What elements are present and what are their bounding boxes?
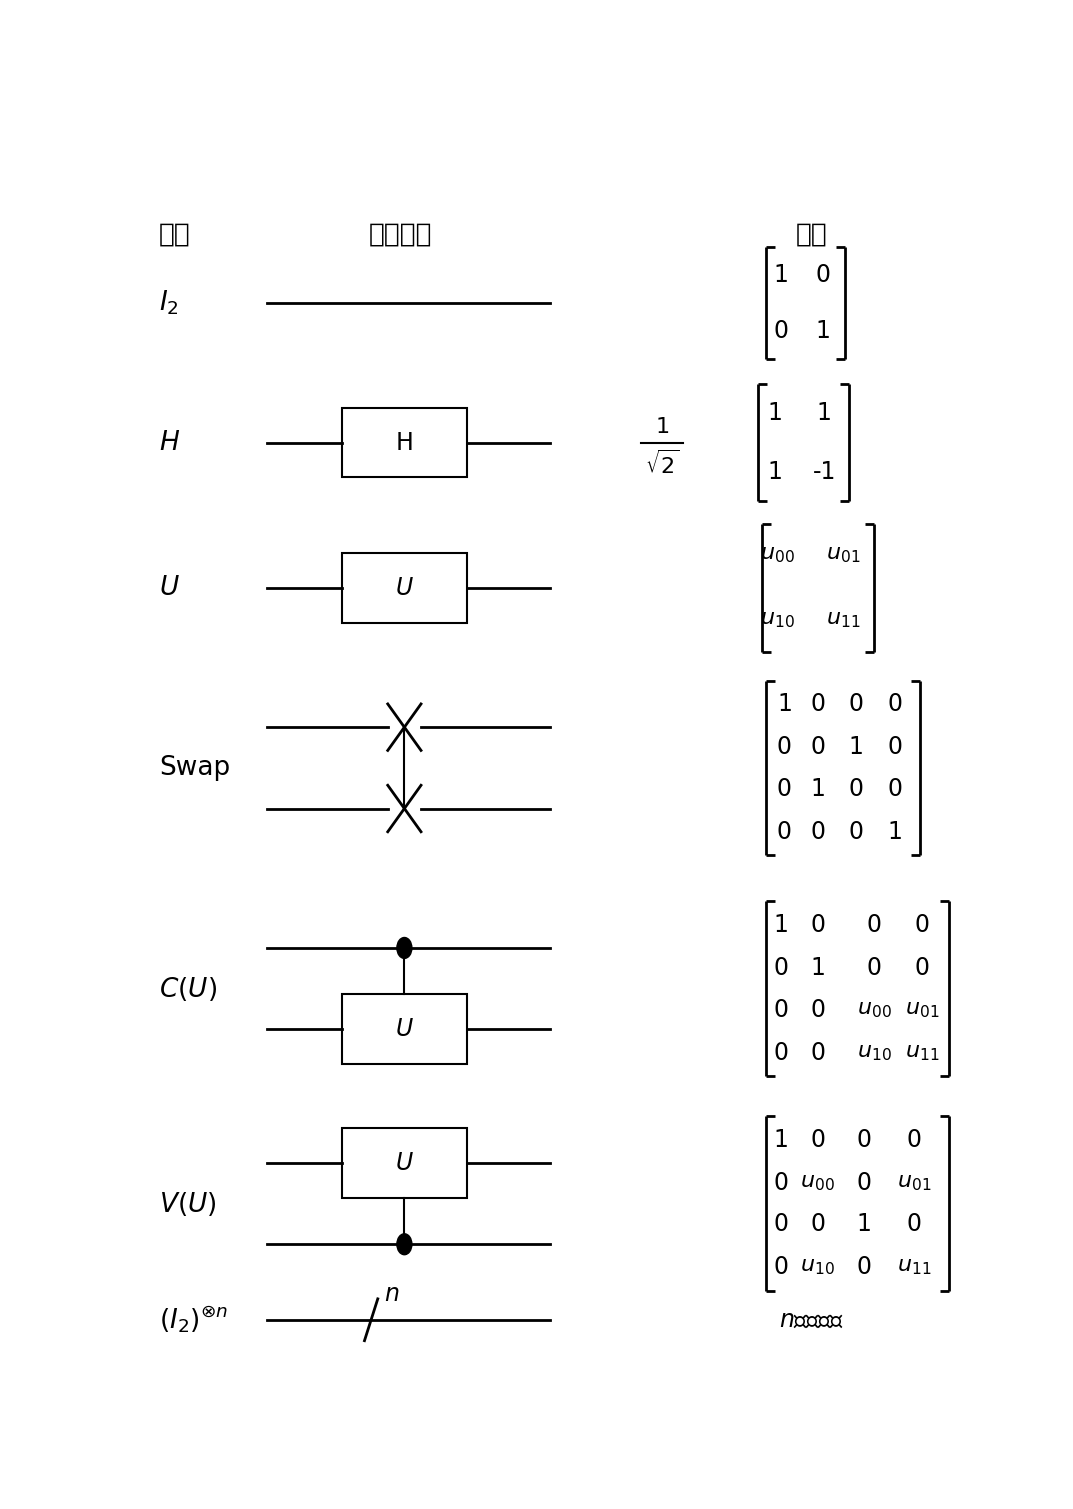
Text: 0: 0: [907, 1213, 922, 1236]
FancyBboxPatch shape: [342, 1129, 467, 1198]
Text: 0: 0: [810, 693, 825, 715]
Text: 0: 0: [774, 997, 789, 1022]
Text: $u_{00}$: $u_{00}$: [800, 1172, 835, 1192]
Text: 0: 0: [815, 263, 831, 287]
Text: $I_2$: $I_2$: [159, 288, 179, 317]
FancyBboxPatch shape: [342, 552, 467, 623]
Text: 0: 0: [810, 997, 825, 1022]
Text: 0: 0: [849, 819, 864, 844]
Text: 1: 1: [767, 460, 782, 483]
Text: 0: 0: [777, 777, 792, 801]
Text: $1$: $1$: [656, 418, 670, 438]
Text: 0: 0: [887, 693, 902, 715]
Text: 0: 0: [774, 1171, 789, 1195]
Text: 0: 0: [856, 1255, 871, 1280]
Text: 0: 0: [849, 777, 864, 801]
Text: 0: 0: [810, 819, 825, 844]
Text: $u_{11}$: $u_{11}$: [826, 610, 861, 631]
Text: $U$: $U$: [395, 576, 414, 599]
Text: 0: 0: [867, 913, 882, 937]
Text: 0: 0: [774, 318, 789, 343]
Text: 0: 0: [774, 1213, 789, 1236]
Text: $U$: $U$: [395, 1151, 414, 1176]
Text: $u_{01}$: $u_{01}$: [826, 545, 861, 566]
Text: 0: 0: [887, 777, 902, 801]
Text: 1: 1: [887, 819, 902, 844]
Text: 1: 1: [857, 1213, 871, 1236]
Text: 0: 0: [915, 955, 930, 979]
Text: $u_{10}$: $u_{10}$: [800, 1257, 835, 1278]
Text: $H$: $H$: [159, 430, 180, 456]
Text: 0: 0: [810, 1041, 825, 1064]
Text: 符号表示: 符号表示: [368, 222, 432, 247]
Text: 0: 0: [774, 955, 789, 979]
Text: $U$: $U$: [395, 1017, 414, 1041]
Text: 0: 0: [810, 1213, 825, 1236]
Text: $n$: $n$: [384, 1283, 399, 1307]
Text: $n$量子比特: $n$量子比特: [779, 1308, 844, 1332]
Text: 0: 0: [777, 735, 792, 759]
Text: 0: 0: [856, 1171, 871, 1195]
Text: $u_{10}$: $u_{10}$: [857, 1043, 892, 1062]
Text: $u_{01}$: $u_{01}$: [897, 1172, 931, 1192]
Text: 1: 1: [815, 318, 831, 343]
Text: 0: 0: [774, 1041, 789, 1064]
Text: 1: 1: [810, 777, 825, 801]
Text: Swap: Swap: [159, 754, 231, 780]
Text: $\sqrt{2}$: $\sqrt{2}$: [645, 450, 679, 478]
FancyBboxPatch shape: [342, 994, 467, 1064]
Text: 0: 0: [867, 955, 882, 979]
Text: 1: 1: [774, 913, 789, 937]
Text: 1: 1: [810, 955, 825, 979]
Text: 1: 1: [849, 735, 864, 759]
Text: 1: 1: [774, 263, 789, 287]
Text: $C(U)$: $C(U)$: [159, 975, 217, 1002]
FancyBboxPatch shape: [342, 407, 467, 477]
Text: $u_{01}$: $u_{01}$: [906, 999, 940, 1020]
Text: 0: 0: [849, 693, 864, 715]
Text: 1: 1: [817, 401, 832, 426]
Text: 0: 0: [810, 735, 825, 759]
Text: $u_{11}$: $u_{11}$: [897, 1257, 931, 1278]
Text: 0: 0: [774, 1255, 789, 1280]
Text: 名称: 名称: [159, 222, 191, 247]
Text: $u_{00}$: $u_{00}$: [857, 999, 892, 1020]
Text: $V(U)$: $V(U)$: [159, 1189, 217, 1218]
Text: 矩阵: 矩阵: [796, 222, 827, 247]
Text: 1: 1: [767, 401, 782, 426]
Text: $u_{11}$: $u_{11}$: [906, 1043, 940, 1062]
Circle shape: [397, 1234, 412, 1254]
Text: $u_{00}$: $u_{00}$: [760, 545, 794, 566]
Text: 0: 0: [915, 913, 930, 937]
Text: 1: 1: [777, 693, 792, 715]
Text: 0: 0: [887, 735, 902, 759]
Text: 0: 0: [777, 819, 792, 844]
Text: -1: -1: [812, 460, 836, 483]
Text: H: H: [396, 430, 413, 454]
Text: 0: 0: [810, 1127, 825, 1151]
Text: 0: 0: [810, 913, 825, 937]
Text: 0: 0: [907, 1127, 922, 1151]
Circle shape: [397, 937, 412, 958]
Text: $(I_2)^{\otimes n}$: $(I_2)^{\otimes n}$: [159, 1304, 229, 1335]
Text: $U$: $U$: [159, 575, 180, 601]
Text: $u_{10}$: $u_{10}$: [760, 610, 794, 631]
Text: 1: 1: [774, 1127, 789, 1151]
Text: 0: 0: [856, 1127, 871, 1151]
